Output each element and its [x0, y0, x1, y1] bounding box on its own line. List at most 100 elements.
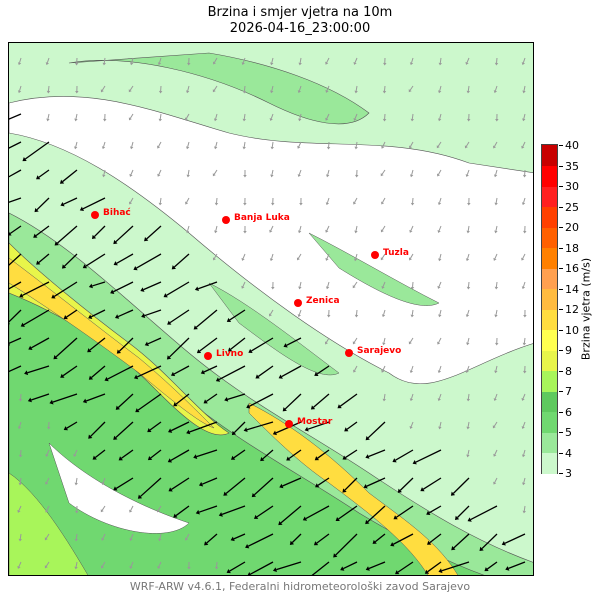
colorbar-tick-label: 16	[565, 262, 579, 275]
wind-arrow	[230, 337, 246, 350]
wind-arrow	[9, 337, 22, 344]
wind-arrow	[103, 169, 106, 175]
wind-arrow	[38, 253, 50, 263]
wind-arrow	[393, 533, 414, 545]
wind-arrow-head	[344, 427, 349, 432]
city-dot	[285, 420, 293, 428]
wind-speed-field	[9, 43, 533, 575]
wind-arrow-head	[243, 230, 247, 234]
colorbar-tick-label: 14	[565, 282, 579, 296]
wind-arrow	[282, 477, 302, 487]
wind-arrow-head	[185, 146, 190, 150]
wind-arrow	[45, 533, 50, 539]
wind-arrow	[438, 169, 442, 175]
wind-arrow-head	[521, 454, 526, 458]
wind-arrow-head	[501, 541, 506, 546]
wind-arrow-head	[466, 454, 470, 458]
wind-arrow-head	[479, 546, 484, 552]
wind-arrow	[103, 141, 106, 147]
wind-arrow	[173, 253, 190, 268]
wind-arrow-head	[278, 521, 283, 526]
wind-arrow-head	[494, 342, 499, 346]
wind-arrow	[64, 253, 78, 267]
wind-arrow	[206, 393, 218, 402]
colorbar-tick-label: 18	[565, 241, 579, 255]
wind-arrow-head	[522, 482, 526, 486]
wind-arrow-head	[170, 371, 176, 377]
wind-arrow	[270, 225, 274, 231]
wind-arrow	[186, 533, 190, 539]
wind-arrow	[158, 169, 162, 175]
wind-arrow-head	[451, 546, 456, 551]
wind-arrow-head	[437, 341, 441, 345]
colorbar-tick	[559, 186, 563, 187]
wind-arrow-head	[243, 202, 247, 206]
wind-arrow	[18, 505, 22, 511]
wind-arrow-head	[74, 482, 78, 486]
wind-arrow	[187, 169, 190, 176]
wind-arrow-head	[392, 458, 397, 463]
wind-arrow	[383, 393, 386, 400]
wind-arrow-head	[382, 398, 387, 402]
wind-arrow	[198, 505, 218, 513]
wind-arrow	[136, 365, 162, 378]
wind-arrow-head	[185, 537, 189, 541]
wind-arrow-head	[426, 510, 431, 515]
wind-arrow-head	[88, 434, 93, 439]
wind-arrow	[495, 281, 498, 288]
wind-arrow	[339, 393, 358, 407]
wind-arrow-head	[298, 286, 302, 290]
wind-arrow-head	[354, 174, 359, 178]
wind-arrow	[75, 561, 78, 568]
wind-arrow	[286, 337, 302, 346]
wind-arrow-head	[74, 118, 78, 122]
wind-arrow	[130, 533, 134, 539]
wind-arrow	[427, 561, 442, 573]
wind-arrow	[195, 309, 218, 328]
wind-arrow-head	[296, 257, 300, 261]
wind-arrow-head	[297, 174, 301, 178]
wind-arrow-head	[521, 257, 525, 261]
wind-arrow-head	[466, 426, 470, 430]
wind-arrow	[213, 169, 218, 175]
wind-arrow-head	[128, 117, 132, 121]
colorbar-tick	[559, 411, 563, 413]
colorbar-segment	[542, 247, 557, 269]
wind-arrow	[66, 309, 78, 318]
wind-arrow-head	[27, 397, 32, 403]
wind-arrow	[316, 365, 330, 375]
wind-arrow-head	[186, 174, 190, 178]
wind-arrow-head	[194, 286, 200, 292]
wind-arrow-head	[325, 117, 329, 121]
wind-arrow	[203, 365, 218, 373]
wind-arrow-head	[91, 234, 97, 240]
wind-arrow	[121, 449, 134, 459]
wind-arrow-head	[92, 455, 97, 460]
wind-arrow-head	[114, 314, 120, 319]
wind-arrow	[495, 365, 498, 371]
wind-arrow-head	[34, 207, 39, 213]
wind-arrow-head	[314, 456, 320, 461]
wind-arrow	[140, 477, 162, 497]
colorbar-segment	[542, 165, 557, 187]
wind-arrow-head	[272, 430, 277, 436]
wind-arrow-head	[253, 514, 259, 519]
wind-map: Bihać Banja Luka Tuzla Zenica Livno Sarajevo M…	[8, 42, 534, 576]
wind-arrow	[470, 505, 498, 521]
map-timestamp: 2026-04-16_23:00:00	[229, 21, 371, 36]
wind-arrow	[242, 281, 246, 287]
wind-arrow	[189, 421, 218, 433]
wind-arrow	[494, 449, 498, 455]
wind-arrow-head	[245, 544, 250, 549]
wind-arrow	[439, 85, 442, 91]
wind-arrow-head	[310, 405, 316, 410]
wind-arrow-head	[342, 488, 347, 493]
wind-arrow	[46, 449, 50, 455]
wind-arrow-head	[354, 146, 358, 150]
wind-arrow	[343, 561, 358, 570]
wind-arrow-head	[17, 565, 21, 569]
wind-arrow	[103, 57, 106, 64]
wind-arrow-head	[168, 428, 173, 433]
wind-arrow-head	[18, 482, 22, 486]
wind-arrow	[130, 505, 134, 511]
